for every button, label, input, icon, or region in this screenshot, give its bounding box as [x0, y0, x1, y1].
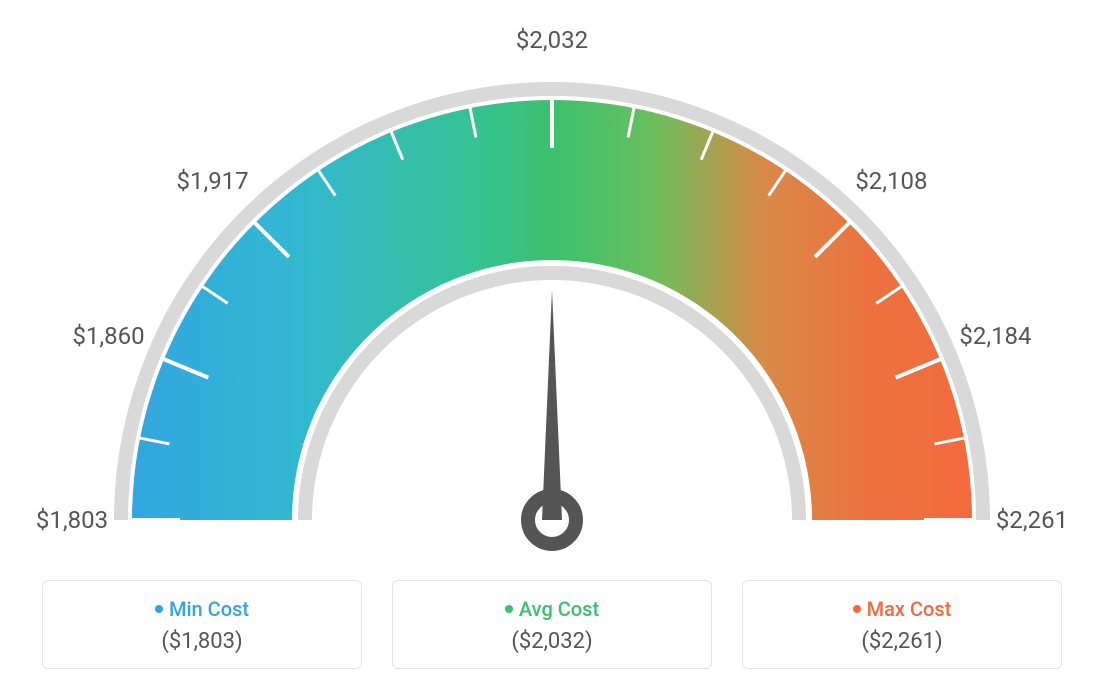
- legend-avg-card: Avg Cost ($2,032): [392, 580, 712, 669]
- gauge-needle: [542, 290, 562, 520]
- gauge-svg: [0, 0, 1104, 560]
- legend-min-title-text: Min Cost: [169, 597, 249, 621]
- legend-min-title: Min Cost: [63, 597, 341, 621]
- gauge-tick-label: $2,108: [855, 167, 927, 195]
- gauge-tick-label: $2,261: [996, 506, 1068, 534]
- gauge-tick-label: $1,917: [176, 167, 248, 195]
- legend-avg-value: ($2,032): [413, 629, 691, 654]
- legend-max-card: Max Cost ($2,261): [742, 580, 1062, 669]
- gauge-tick-label: $1,860: [72, 322, 144, 350]
- legend-avg-title-text: Avg Cost: [519, 597, 599, 621]
- legend-max-title-text: Max Cost: [867, 597, 952, 621]
- dot-icon: [505, 605, 513, 613]
- legend-row: Min Cost ($1,803) Avg Cost ($2,032) Max …: [0, 580, 1104, 669]
- dot-icon: [853, 605, 861, 613]
- gauge-chart: $1,803 $1,860 $1,917 $2,032 $2,108 $2,184 $2,2…: [0, 0, 1104, 560]
- gauge-tick-label: $2,032: [516, 26, 588, 54]
- dot-icon: [155, 605, 163, 613]
- gauge-tick-label: $1,803: [36, 506, 108, 534]
- legend-max-title: Max Cost: [763, 597, 1041, 621]
- legend-max-value: ($2,261): [763, 629, 1041, 654]
- legend-avg-title: Avg Cost: [413, 597, 691, 621]
- legend-min-card: Min Cost ($1,803): [42, 580, 362, 669]
- legend-min-value: ($1,803): [63, 629, 341, 654]
- gauge-tick-label: $2,184: [959, 322, 1031, 350]
